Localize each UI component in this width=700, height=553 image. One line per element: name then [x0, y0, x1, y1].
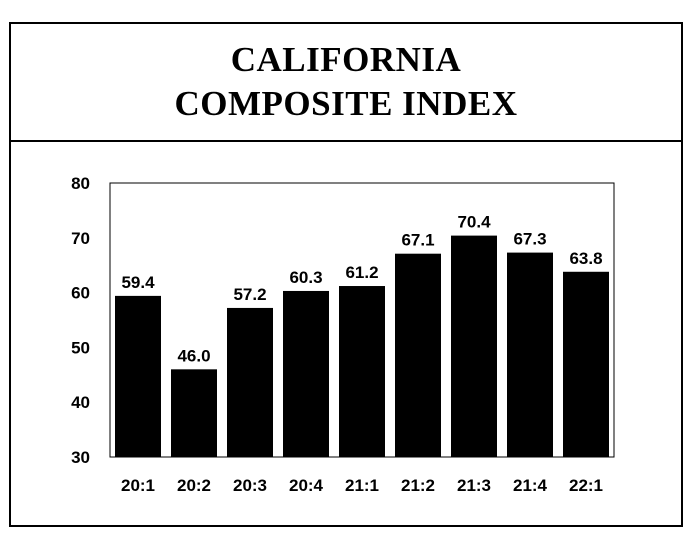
- bars: [115, 235, 609, 457]
- chart-frame: CALIFORNIA COMPOSITE INDEX: [9, 22, 683, 527]
- bar: [115, 295, 161, 457]
- x-category-label: 22:1: [569, 476, 603, 495]
- bar-value-label: 67.1: [401, 231, 434, 250]
- bar: [171, 369, 217, 457]
- y-tick-label: 70: [71, 229, 90, 248]
- x-category-label: 21:3: [457, 476, 491, 495]
- bar: [395, 253, 441, 457]
- y-axis-ticks: 30 40 50 60 70 80: [71, 174, 90, 467]
- y-tick-label: 50: [71, 338, 90, 357]
- chart-title-box: CALIFORNIA COMPOSITE INDEX: [11, 24, 681, 142]
- x-category-label: 20:2: [177, 476, 211, 495]
- bar: [283, 290, 329, 457]
- bar: [451, 235, 497, 457]
- bar-value-label: 46.0: [177, 346, 210, 365]
- x-axis-labels: 20:1 20:2 20:3 20:4 21:1 21:2 21:3 21:4 22:1: [121, 476, 603, 495]
- chart-title-line-1: CALIFORNIA: [230, 40, 462, 79]
- x-category-label: 20:3: [233, 476, 267, 495]
- bar-value-label: 70.4: [457, 213, 491, 232]
- x-category-label: 21:2: [401, 476, 435, 495]
- x-category-label: 21:1: [345, 476, 379, 495]
- bar: [339, 286, 385, 457]
- bar-value-label: 60.3: [289, 268, 322, 287]
- bar-value-label: 63.8: [569, 249, 602, 268]
- chart-title-line-2: COMPOSITE INDEX: [174, 84, 518, 123]
- bar-value-label: 57.2: [233, 285, 266, 304]
- bar-value-label: 61.2: [345, 263, 378, 282]
- bar: [507, 252, 553, 457]
- value-labels: 59.4 46.0 57.2 60.3 61.2 67.1 70.4 67.3 63.8: [121, 213, 602, 366]
- y-tick-label: 80: [71, 174, 90, 193]
- x-category-label: 20:4: [289, 476, 324, 495]
- y-tick-label: 30: [71, 448, 90, 467]
- y-tick-label: 40: [71, 393, 90, 412]
- bar: [227, 307, 273, 457]
- x-category-label: 21:4: [513, 476, 548, 495]
- bar-value-label: 67.3: [513, 230, 546, 249]
- bar-value-label: 59.4: [121, 273, 155, 292]
- x-category-label: 20:1: [121, 476, 155, 495]
- y-tick-label: 60: [71, 284, 90, 303]
- bar: [563, 271, 609, 457]
